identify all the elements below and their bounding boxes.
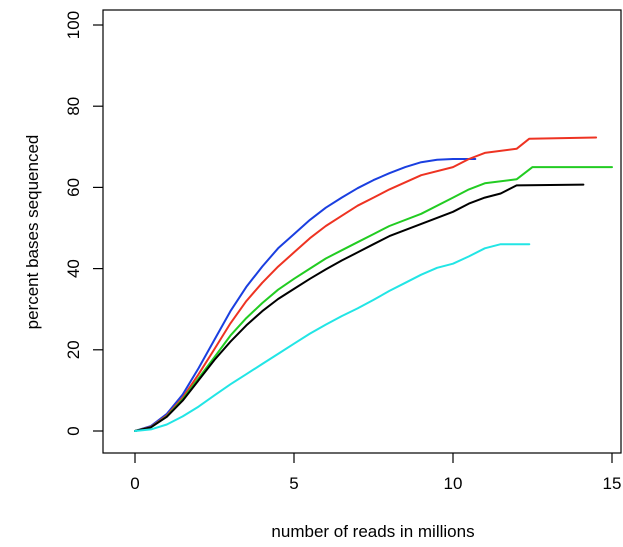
y-tick-label: 40	[64, 259, 83, 278]
x-tick-label: 5	[289, 474, 298, 493]
y-tick-label: 0	[64, 426, 83, 435]
x-tick-label: 10	[444, 474, 463, 493]
y-axis: 0 20 40 60 80 100	[64, 11, 103, 436]
x-tick-label: 15	[603, 474, 622, 493]
series-line-2	[134, 136, 598, 432]
y-tick-label: 20	[64, 340, 83, 359]
y-tick-label: 80	[64, 97, 83, 116]
series-line-4	[134, 183, 585, 432]
y-tick-label: 100	[64, 11, 83, 39]
series-line-1	[134, 158, 477, 432]
series-lines	[134, 136, 613, 432]
x-tick-label: 0	[130, 474, 139, 493]
series-line-3	[134, 166, 613, 432]
x-axis-title: number of reads in millions	[271, 522, 474, 541]
series-line-5	[134, 243, 531, 432]
y-tick-label: 60	[64, 178, 83, 197]
plot-frame	[102, 9, 622, 454]
x-axis: 0 5 10 15	[130, 453, 621, 493]
y-axis-title: percent bases sequenced	[23, 135, 42, 330]
